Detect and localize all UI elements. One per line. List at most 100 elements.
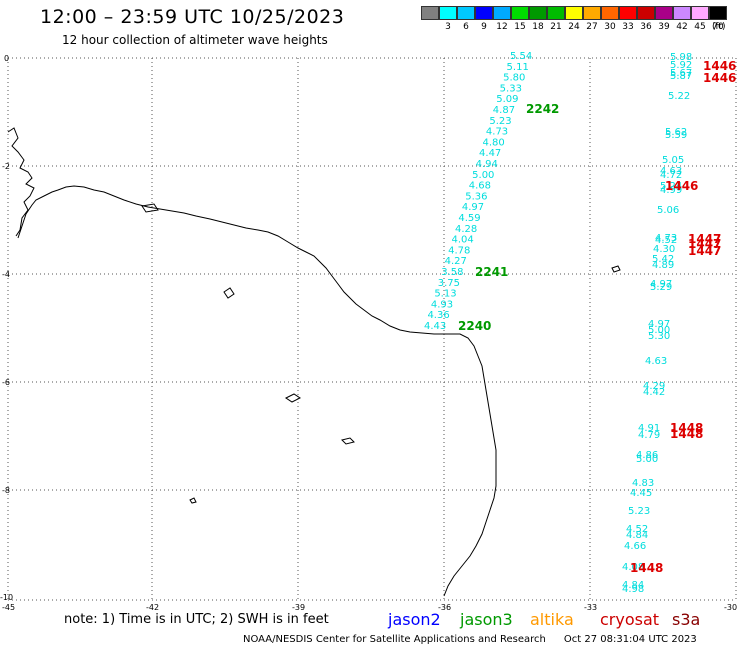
legend-label: 30: [604, 22, 616, 32]
wave-height-value: 5.13: [434, 289, 456, 300]
legend-label: 39: [658, 22, 670, 32]
wave-height-value: 4.99: [660, 185, 682, 196]
pass-label: 1447: [688, 232, 721, 246]
pass-label: 2241: [475, 265, 508, 279]
satellite-jason2: jason2: [388, 610, 441, 629]
wave-height-value: 4.52: [626, 524, 648, 535]
x-tick: -45: [2, 603, 15, 612]
pass-label: 2242: [526, 102, 559, 116]
legend-swatch: [583, 6, 601, 20]
wave-height-value: 4.97: [648, 319, 670, 330]
wave-height-value: 4.47: [479, 148, 501, 159]
legend-label: 12: [496, 22, 508, 32]
wave-height-value: 4.94: [476, 159, 498, 170]
legend-swatch: [475, 6, 493, 20]
wave-height-value: 3.58: [441, 267, 463, 278]
y-axis-labels: 0 -2 -4 -6 -8 -10: [0, 54, 13, 602]
wave-height-value: 4.83: [632, 478, 654, 489]
jason3-pass-labels: 2242 2241 2240: [458, 102, 559, 333]
wave-height-value: 5.92: [670, 60, 692, 71]
legend-swatch: [511, 6, 529, 20]
wave-height-value: 5.54: [510, 51, 532, 62]
island-2: [285, 393, 301, 403]
map-frame: [7, 58, 737, 601]
wave-height-value: 4.30: [653, 244, 675, 255]
wave-height-value: 5.11: [507, 62, 529, 73]
satellite-altika: altika: [530, 610, 574, 629]
legend-swatch: [421, 6, 439, 20]
coastline-north: [7, 127, 35, 237]
satellite-s3a: s3a: [672, 610, 701, 629]
pass-label: 1448: [670, 427, 703, 441]
wave-height-value: 5.05: [662, 155, 684, 166]
x-tick: -30: [724, 603, 737, 612]
wave-height-value: 5.06: [657, 205, 679, 216]
wave-height-value: 4.93: [431, 299, 453, 310]
wave-height-value: 5.36: [465, 191, 487, 202]
legend-label: 3: [445, 22, 451, 32]
satellite-cryosat: cryosat: [600, 610, 660, 629]
wave-height-value: 5.00: [472, 170, 494, 181]
generated-timestamp: Oct 27 08:31:04 UTC 2023: [563, 634, 697, 645]
wave-height-value: 4.28: [455, 224, 477, 235]
altimeter-track-a: 5.545.115.805.335.094.875.234.734.804.47…: [424, 51, 532, 332]
legend-swatch: [691, 6, 709, 20]
y-tick: 0: [4, 54, 9, 63]
wave-height-value: 5.00: [636, 454, 658, 465]
legend-unit: (ft): [712, 22, 726, 32]
wave-height-value: 4.73: [486, 127, 508, 138]
wave-height-value: 4.66: [624, 541, 646, 552]
pass-label: 1447: [688, 237, 721, 251]
satellite-jason3: jason3: [460, 610, 513, 629]
legend-swatch: [457, 6, 475, 20]
island-5: [611, 265, 621, 273]
wave-height-value: 4.42: [643, 387, 665, 398]
island-1: [223, 287, 235, 299]
wave-height-value: 4.80: [482, 137, 504, 148]
pass-label: 1446: [703, 59, 736, 73]
wave-height-value: 4.97: [462, 202, 484, 213]
altimeter-track-b: 5.985.925.675.875.225.625.595.054.634.72…: [622, 52, 692, 595]
legend-swatch: [601, 6, 619, 20]
legend-label: 21: [550, 22, 562, 32]
wave-height-value: 5.09: [496, 94, 518, 105]
legend-label: 45: [694, 22, 706, 32]
wave-height-value: 4.91: [638, 423, 660, 434]
pass-label: 1448: [630, 561, 663, 575]
wave-height-value: 4.87: [493, 105, 515, 116]
wave-height-value: 4.86: [636, 450, 658, 461]
wave-height-value: 5.80: [503, 73, 525, 84]
legend-label: 6: [463, 22, 469, 32]
wave-height-value: 4.27: [445, 256, 467, 267]
legend-swatch: [619, 6, 637, 20]
legend-swatch: [529, 6, 547, 20]
wave-height-value: 5.62: [665, 127, 687, 138]
wave-height-value: 4.52: [655, 235, 677, 246]
legend-label: 42: [676, 22, 688, 32]
wave-height-value: 5.24: [660, 181, 682, 192]
pass-label: 2240: [458, 319, 491, 333]
y-tick: -8: [2, 486, 10, 495]
legend-swatch: [565, 6, 583, 20]
island-4: [141, 203, 159, 213]
wave-height-value: 4.43: [424, 321, 446, 332]
y-tick: -2: [2, 162, 10, 171]
wave-height-value: 5.30: [648, 331, 670, 342]
island-6: [189, 497, 197, 504]
wave-height-value: 4.73: [655, 233, 677, 244]
legend-swatch: [673, 6, 691, 20]
legend-label: 9: [481, 22, 487, 32]
legend-label: 15: [514, 22, 526, 32]
y-tick: -4: [2, 270, 10, 279]
wave-height-value: 4.36: [427, 310, 449, 321]
x-tick: -39: [292, 603, 305, 612]
wave-height-value: 5.98: [670, 52, 692, 63]
wave-height-value: 5.22: [668, 91, 690, 102]
credit-line: NOAA/NESDIS Center for Satellite Applica…: [243, 634, 697, 645]
grid-lines: [8, 57, 736, 600]
y-tick: -10: [0, 593, 13, 602]
cryosat-pass-labels: 1446 1446 1446 1447 1447 1447 1448 1448 …: [630, 59, 736, 575]
pass-label: 1448: [670, 421, 703, 435]
wave-height-value: 4.68: [469, 181, 491, 192]
